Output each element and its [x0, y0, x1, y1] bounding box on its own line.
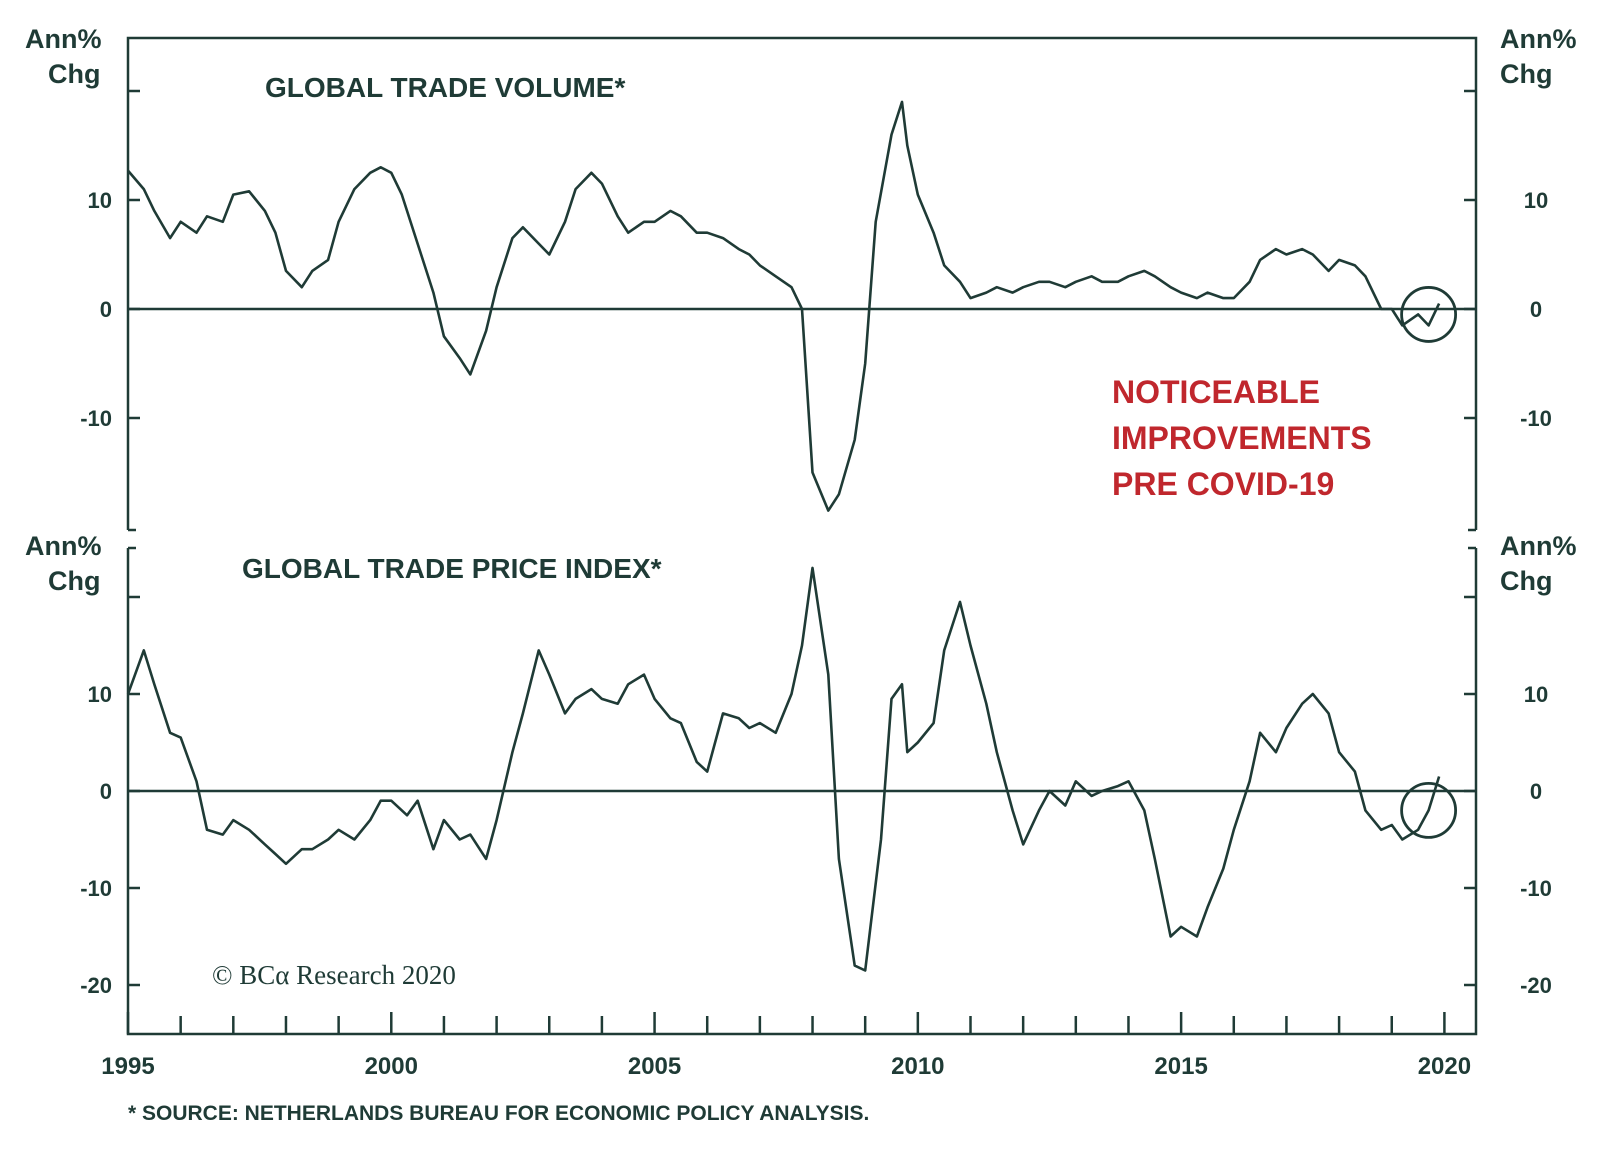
highlight-circle	[1400, 286, 1458, 343]
y-tick-label-right: 10	[1524, 682, 1548, 707]
y-tick-label-left: -20	[80, 973, 112, 998]
unit-label-bottom-right-1: Ann%	[1500, 531, 1577, 561]
unit-label-top-right-2: Chg	[1500, 59, 1552, 89]
panel-title-volume: GLOBAL TRADE VOLUME*	[265, 72, 625, 103]
annotation-line-1: NOTICEABLE	[1112, 374, 1320, 410]
unit-label-bottom-right-2: Chg	[1500, 566, 1552, 596]
x-tick-label: 2005	[628, 1053, 681, 1080]
x-tick-label: 2010	[891, 1053, 944, 1080]
y-tick-label-right: 10	[1524, 188, 1548, 213]
x-axis: 1995 2000 2005 2010 2015 2020	[101, 1012, 1471, 1080]
y-tick-label-right: 0	[1530, 297, 1542, 322]
y-tick-label-right: -10	[1520, 876, 1552, 901]
x-tick-label: 2000	[365, 1053, 418, 1080]
x-tick-label: 2020	[1418, 1053, 1471, 1080]
unit-label-top-left-2: Chg	[48, 59, 100, 89]
panel-frame	[126, 36, 1478, 530]
y-tick-label-right: -10	[1520, 406, 1552, 431]
panel-global-trade-price-index: -20 -20 -10 -10 0 0 10 10	[80, 546, 1552, 1036]
unit-label-top-left-1: Ann%	[25, 24, 102, 54]
annotation-line-2: IMPROVEMENTS	[1112, 420, 1372, 456]
unit-label-bottom-left-2: Chg	[48, 566, 100, 596]
annotation-line-3: PRE COVID-19	[1112, 466, 1334, 502]
copyright-text: © BCα Research 2020	[212, 960, 456, 990]
x-tick-label: 2015	[1154, 1053, 1207, 1080]
y-tick-label-left: 0	[100, 297, 112, 322]
panel-global-trade-volume: -10 -10 0 0 10 10	[80, 36, 1552, 532]
series-line	[127, 100, 1441, 512]
unit-label-top-right-1: Ann%	[1500, 24, 1577, 54]
y-tick-label-left: 10	[88, 188, 112, 213]
y-tick-label-left: -10	[80, 406, 112, 431]
chart-texts: GLOBAL TRADE VOLUME* GLOBAL TRADE PRICE …	[25, 24, 1577, 1125]
series-line	[126, 566, 1441, 972]
y-tick-label-left: 0	[100, 779, 112, 804]
y-tick-label-left: 10	[88, 682, 112, 707]
source-footnote: * SOURCE: NETHERLANDS BUREAU FOR ECONOMI…	[128, 1102, 869, 1125]
x-tick-label: 1995	[101, 1053, 154, 1080]
panel-title-price: GLOBAL TRADE PRICE INDEX*	[242, 553, 662, 584]
unit-label-bottom-left-1: Ann%	[25, 531, 102, 561]
y-tick-label-right: -20	[1520, 973, 1552, 998]
highlight-circle	[1400, 782, 1458, 839]
y-tick-label-left: -10	[80, 876, 112, 901]
y-tick-label-right: 0	[1530, 779, 1542, 804]
